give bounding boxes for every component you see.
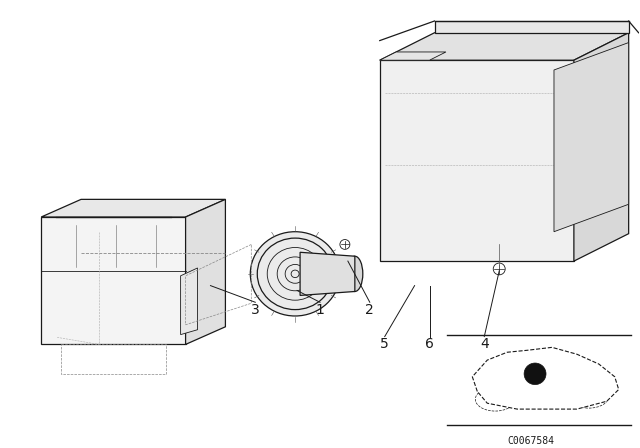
- Polygon shape: [554, 43, 628, 232]
- Polygon shape: [380, 52, 446, 60]
- Polygon shape: [472, 347, 619, 409]
- Polygon shape: [380, 33, 628, 60]
- Text: C0067584: C0067584: [508, 435, 555, 446]
- Text: 3: 3: [251, 303, 260, 317]
- Polygon shape: [435, 21, 628, 33]
- Ellipse shape: [395, 114, 524, 232]
- Text: 4: 4: [480, 337, 489, 351]
- Polygon shape: [380, 60, 574, 261]
- Polygon shape: [186, 199, 225, 345]
- Polygon shape: [574, 33, 628, 261]
- Polygon shape: [529, 349, 557, 367]
- Polygon shape: [562, 354, 596, 377]
- Text: 2: 2: [365, 303, 374, 317]
- Polygon shape: [180, 268, 198, 335]
- Polygon shape: [41, 217, 186, 345]
- Circle shape: [524, 363, 546, 384]
- Ellipse shape: [250, 232, 340, 316]
- Text: 1: 1: [316, 303, 324, 317]
- Text: 5: 5: [380, 337, 389, 351]
- Polygon shape: [300, 252, 355, 295]
- Text: 6: 6: [425, 337, 434, 351]
- Polygon shape: [41, 199, 225, 217]
- Ellipse shape: [347, 256, 363, 292]
